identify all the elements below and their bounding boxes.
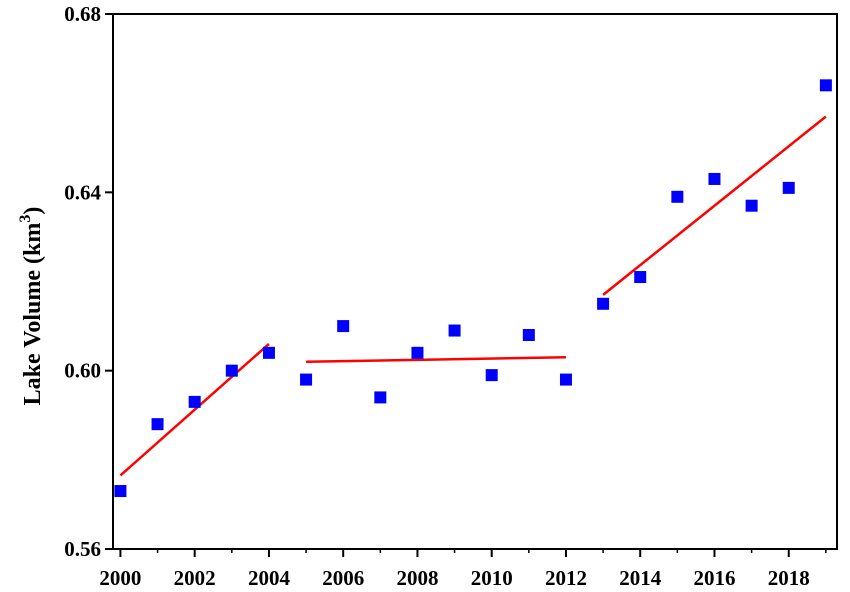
- data-point: [300, 373, 313, 386]
- trend-line: [119, 342, 270, 477]
- y-axis-title-suffix: ): [20, 207, 46, 215]
- plot-frame: [112, 13, 838, 550]
- data-point: [485, 369, 498, 382]
- data-point: [819, 79, 832, 92]
- x-tick-label: 2002: [174, 566, 216, 590]
- data-point: [522, 329, 535, 341]
- data-point: [225, 364, 238, 377]
- x-tick-label: 2018: [768, 566, 810, 590]
- trend-lines: [119, 115, 827, 477]
- y-axis-title-text: Lake Volume (km: [20, 223, 46, 406]
- data-point: [634, 271, 647, 284]
- data-point: [708, 172, 721, 185]
- x-tick-labels: 2000 2002 2004 2006 2008 2010 2012 2014 2016 2018: [99, 566, 809, 590]
- y-axis-title: Lake Volume (km3): [17, 207, 46, 406]
- x-tick-label: 2012: [545, 566, 587, 590]
- data-point: [448, 324, 461, 337]
- trend-line: [602, 115, 827, 296]
- trend-line: [306, 356, 566, 363]
- data-point: [374, 391, 387, 404]
- x-tick-label: 2014: [619, 566, 662, 590]
- data-point: [782, 181, 795, 194]
- x-tick-label: 2016: [693, 566, 735, 590]
- y-tick-marks: [105, 13, 113, 550]
- data-point: [411, 346, 424, 359]
- y-tick-label: 0.60: [64, 359, 101, 383]
- y-tick-labels: 0.56 0.60 0.64 0.68: [64, 2, 101, 561]
- data-point: [671, 190, 684, 203]
- data-point: [262, 346, 275, 359]
- data-point: [745, 199, 758, 212]
- data-points: [114, 79, 832, 498]
- y-tick-label: 0.56: [64, 537, 101, 561]
- x-tick-marks: [119, 549, 827, 557]
- data-point: [597, 297, 610, 310]
- data-point: [151, 418, 164, 431]
- x-tick-label: 2000: [99, 566, 141, 590]
- data-point: [559, 373, 572, 386]
- y-tick-label: 0.68: [64, 2, 101, 26]
- x-tick-label: 2008: [396, 566, 438, 590]
- data-point: [114, 485, 127, 498]
- data-point: [188, 395, 201, 408]
- data-point: [337, 320, 350, 333]
- x-tick-label: 2010: [471, 566, 513, 590]
- x-tick-label: 2006: [322, 566, 364, 590]
- y-tick-label: 0.64: [64, 180, 101, 204]
- x-tick-label: 2004: [248, 566, 291, 590]
- y-axis-title-superscript: 3: [17, 215, 34, 223]
